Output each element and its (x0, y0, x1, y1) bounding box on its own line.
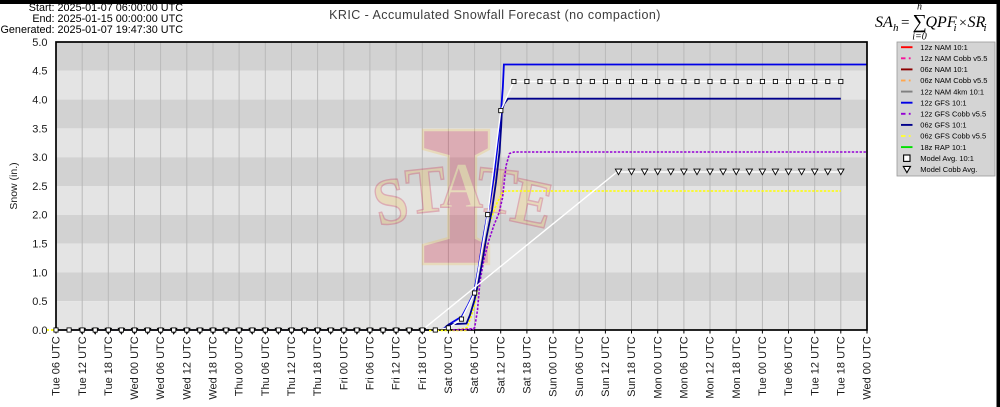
svg-text:Thu 18 UTC: Thu 18 UTC (312, 336, 324, 396)
svg-text:Sat 00 UTC: Sat 00 UTC (443, 336, 455, 394)
svg-text:1.0: 1.0 (32, 267, 47, 279)
svg-text:h: h (917, 2, 922, 13)
svg-text:Tue 12 UTC: Tue 12 UTC (809, 336, 821, 396)
svg-text:Tue 18 UTC: Tue 18 UTC (103, 336, 115, 396)
svg-text:End: 2025-01-15 00:00:00 UTC: End: 2025-01-15 00:00:00 UTC (32, 13, 183, 25)
svg-text:12z NAM 10:1: 12z NAM 10:1 (920, 43, 968, 52)
svg-text:Mon 12 UTC: Mon 12 UTC (705, 336, 717, 398)
svg-text:Model Avg. 10:1: Model Avg. 10:1 (920, 154, 974, 163)
svg-text:5.0: 5.0 (32, 37, 47, 49)
svg-text:h: h (893, 22, 899, 34)
svg-text:Generated: 2025-01-07 19:47:30: Generated: 2025-01-07 19:47:30 UTC (1, 24, 184, 36)
svg-text:SA: SA (875, 14, 893, 31)
svg-text:Tue 06 UTC: Tue 06 UTC (51, 336, 63, 396)
svg-text:Fri 18 UTC: Fri 18 UTC (417, 336, 429, 390)
svg-text:12z GFS Cobb v5.5: 12z GFS Cobb v5.5 (920, 110, 986, 119)
svg-text:Tue 18 UTC: Tue 18 UTC (835, 336, 847, 396)
svg-text:Tue 12 UTC: Tue 12 UTC (77, 336, 89, 396)
svg-text:i=0: i=0 (912, 32, 927, 43)
svg-text:3.0: 3.0 (32, 152, 47, 164)
svg-text:A: A (440, 149, 483, 223)
svg-text:Wed 00 UTC: Wed 00 UTC (862, 336, 874, 399)
svg-text:×: × (959, 16, 967, 31)
svg-text:Sun 18 UTC: Sun 18 UTC (626, 336, 638, 397)
svg-text:Start: 2025-01-07 06:00:00 UTC: Start: 2025-01-07 06:00:00 UTC (29, 2, 183, 14)
svg-text:=: = (901, 15, 909, 31)
svg-text:Sun 12 UTC: Sun 12 UTC (600, 336, 612, 397)
svg-text:i: i (984, 22, 987, 34)
svg-text:Sat 12 UTC: Sat 12 UTC (495, 336, 507, 394)
svg-text:Snow (in.): Snow (in.) (8, 162, 20, 209)
svg-text:4.5: 4.5 (32, 66, 47, 78)
svg-text:Fri 12 UTC: Fri 12 UTC (391, 336, 403, 390)
svg-text:Wed 06 UTC: Wed 06 UTC (155, 336, 167, 399)
svg-text:18z RAP 10:1: 18z RAP 10:1 (920, 143, 966, 152)
svg-text:QPF: QPF (926, 14, 957, 31)
svg-text:T: T (402, 151, 449, 228)
svg-text:KRIC - Accumulated Snowfall Fo: KRIC - Accumulated Snowfall Forecast (no… (329, 8, 661, 22)
svg-text:Mon 06 UTC: Mon 06 UTC (679, 336, 691, 398)
svg-text:Mon 18 UTC: Mon 18 UTC (731, 336, 743, 398)
svg-text:06z GFS Cobb v5.5: 06z GFS Cobb v5.5 (920, 132, 986, 141)
svg-text:06z NAM Cobb v5.5: 06z NAM Cobb v5.5 (920, 76, 987, 85)
svg-text:2.0: 2.0 (32, 210, 47, 222)
svg-text:Model Cobb Avg.: Model Cobb Avg. (920, 165, 977, 174)
svg-text:06z NAM 10:1: 06z NAM 10:1 (920, 65, 968, 74)
svg-text:Sun 00 UTC: Sun 00 UTC (548, 336, 560, 397)
svg-text:Mon 00 UTC: Mon 00 UTC (652, 336, 664, 398)
svg-text:Thu 00 UTC: Thu 00 UTC (234, 336, 246, 396)
svg-text:1.5: 1.5 (32, 239, 47, 251)
svg-text:Sat 06 UTC: Sat 06 UTC (469, 336, 481, 394)
svg-text:Thu 06 UTC: Thu 06 UTC (260, 336, 272, 396)
svg-text:0.5: 0.5 (32, 296, 47, 308)
svg-text:∑: ∑ (913, 11, 927, 33)
svg-text:Wed 12 UTC: Wed 12 UTC (181, 336, 193, 399)
svg-text:Wed 18 UTC: Wed 18 UTC (208, 336, 220, 399)
svg-text:0.0: 0.0 (32, 325, 47, 337)
svg-text:4.0: 4.0 (32, 95, 47, 107)
svg-text:2.5: 2.5 (32, 181, 47, 193)
svg-text:i: i (954, 22, 957, 34)
svg-text:Thu 12 UTC: Thu 12 UTC (286, 336, 298, 396)
svg-text:Fri 06 UTC: Fri 06 UTC (365, 336, 377, 390)
svg-text:12z NAM 4km 10:1: 12z NAM 4km 10:1 (920, 87, 984, 96)
svg-text:Wed 00 UTC: Wed 00 UTC (129, 336, 141, 399)
svg-text:Sun 06 UTC: Sun 06 UTC (574, 336, 586, 397)
svg-text:06z GFS 10:1: 06z GFS 10:1 (920, 121, 966, 130)
svg-text:12z GFS 10:1: 12z GFS 10:1 (920, 98, 966, 107)
svg-text:SR: SR (968, 14, 986, 31)
svg-text:Fri 00 UTC: Fri 00 UTC (338, 336, 350, 390)
svg-text:Tue 00 UTC: Tue 00 UTC (757, 336, 769, 396)
svg-text:3.5: 3.5 (32, 123, 47, 135)
svg-text:12z NAM Cobb v5.5: 12z NAM Cobb v5.5 (920, 54, 987, 63)
svg-text:Sat 18 UTC: Sat 18 UTC (522, 336, 534, 394)
svg-text:Tue 06 UTC: Tue 06 UTC (783, 336, 795, 396)
